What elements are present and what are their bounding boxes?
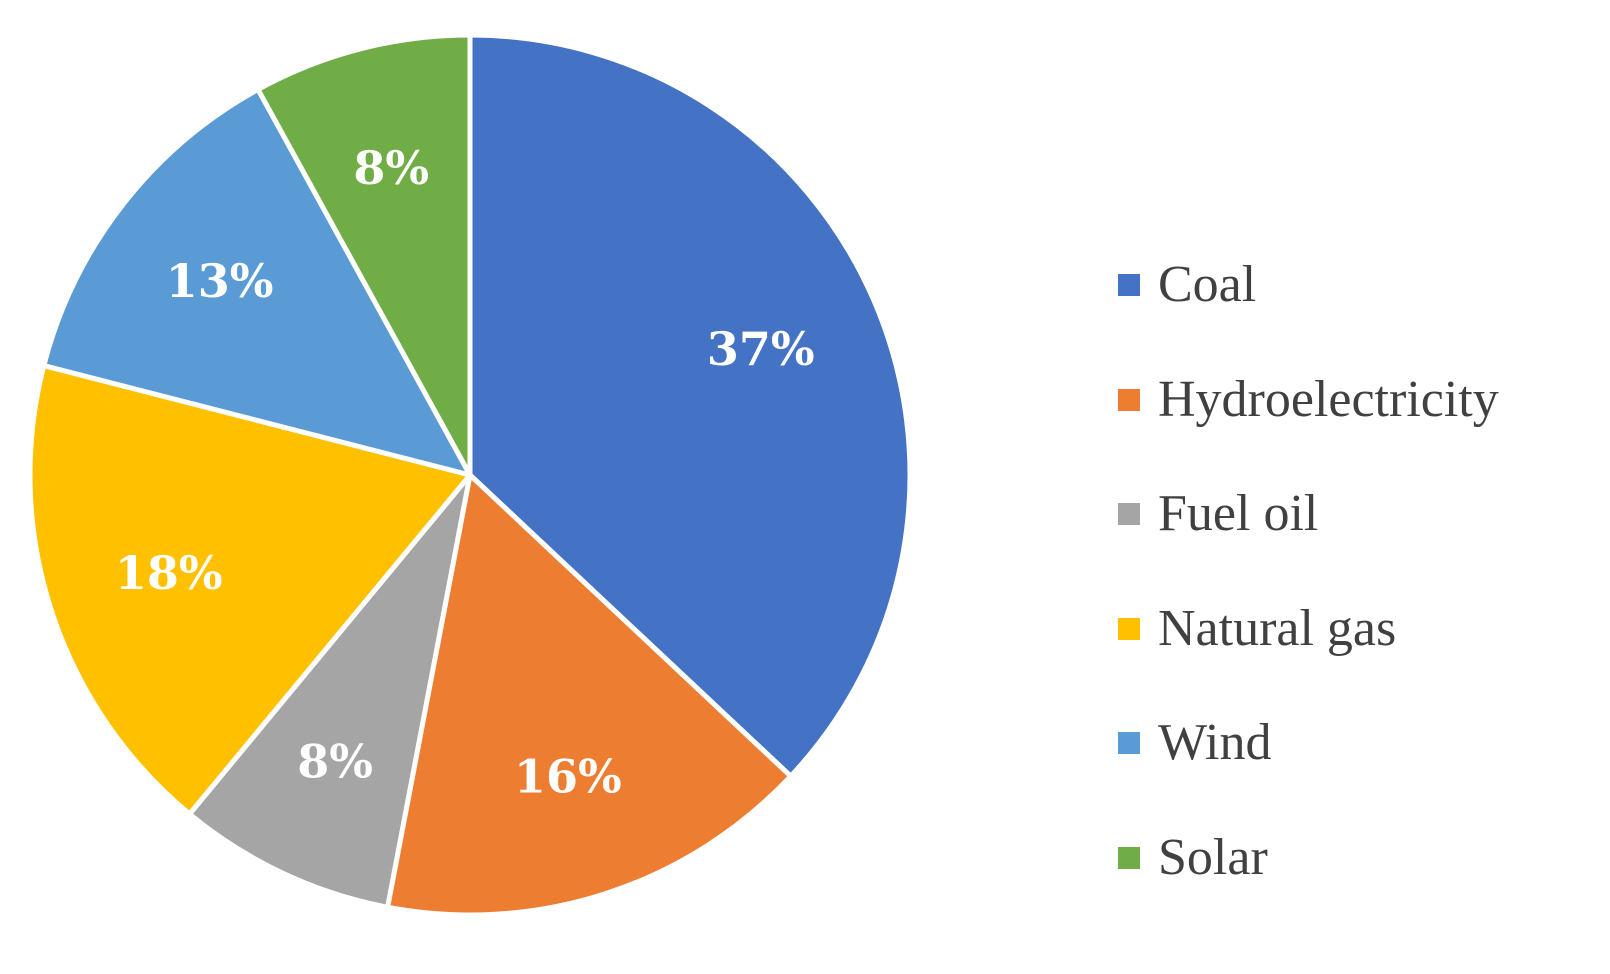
legend-item-wind: Wind bbox=[1118, 686, 1499, 801]
legend-item-coal: Coal bbox=[1118, 228, 1499, 343]
legend-swatch-wind bbox=[1118, 732, 1140, 755]
legend-swatch-solar bbox=[1118, 846, 1140, 869]
pie-slice-wind bbox=[41, 86, 473, 478]
legend-item-fuel-oil: Fuel oil bbox=[1118, 457, 1499, 572]
pie-slice-solar bbox=[255, 32, 473, 478]
legend-swatch-natural-gas bbox=[1118, 617, 1140, 640]
slice-label-coal: 37% bbox=[707, 322, 815, 376]
pie-slice-fuel-oil bbox=[187, 472, 473, 910]
slice-label-fuel-oil: 8% bbox=[297, 735, 373, 789]
legend-label-natural-gas: Natural gas bbox=[1158, 599, 1397, 657]
pie-chart-plot: 37% 16% 8% 18% 13% 8% bbox=[27, 32, 913, 918]
legend-swatch-coal bbox=[1118, 274, 1140, 297]
legend-label-wind: Wind bbox=[1158, 714, 1272, 772]
pie-slices bbox=[27, 32, 913, 918]
legend-label-solar: Solar bbox=[1158, 828, 1268, 886]
legend-item-hydroelectricity: Hydroelectricity bbox=[1118, 343, 1499, 458]
chart-legend: Coal Hydroelectricity Fuel oil Natural gas W… bbox=[1118, 228, 1499, 915]
legend-item-natural-gas: Natural gas bbox=[1118, 572, 1499, 687]
slice-label-wind: 13% bbox=[166, 254, 274, 308]
pie-slice-hydroelectricity bbox=[385, 472, 794, 918]
legend-label-hydroelectricity: Hydroelectricity bbox=[1158, 370, 1499, 428]
legend-item-solar: Solar bbox=[1118, 801, 1499, 916]
legend-swatch-fuel-oil bbox=[1118, 503, 1140, 526]
slice-label-hydroelectricity: 16% bbox=[514, 749, 622, 803]
pie-slice-coal bbox=[467, 32, 913, 779]
legend-swatch-hydroelectricity bbox=[1118, 388, 1140, 411]
pie-slice-labels: 37% 16% 8% 18% 13% 8% bbox=[115, 141, 815, 803]
slice-label-solar: 8% bbox=[353, 141, 429, 195]
pie-slice-natural-gas bbox=[27, 363, 473, 817]
legend-label-fuel-oil: Fuel oil bbox=[1158, 485, 1319, 543]
slice-label-natural-gas: 18% bbox=[115, 546, 223, 600]
legend-label-coal: Coal bbox=[1158, 256, 1257, 314]
